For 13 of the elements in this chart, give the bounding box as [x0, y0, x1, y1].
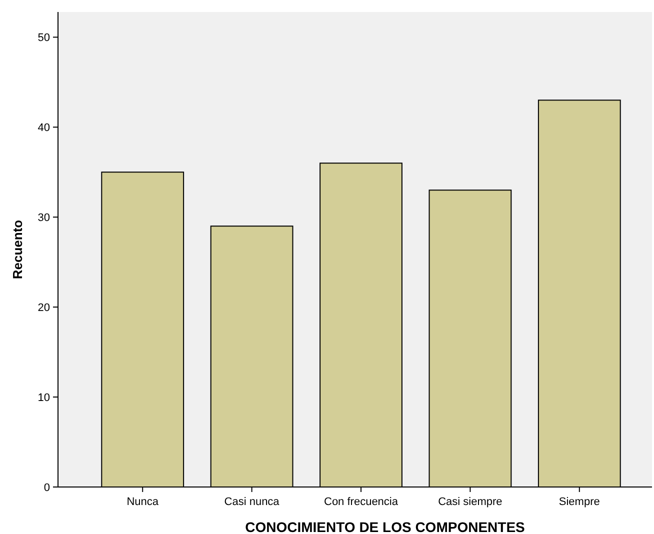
x-tick-label: Con frecuencia [324, 496, 399, 508]
y-tick-label: 50 [38, 32, 50, 44]
y-tick-label: 20 [38, 302, 50, 314]
x-tick-label: Nunca [126, 496, 160, 508]
x-tick-label: Casi nunca [224, 496, 280, 508]
y-tick-label: 40 [38, 122, 50, 134]
y-tick-label: 10 [38, 392, 50, 404]
y-tick-label: 0 [44, 482, 50, 494]
x-axis-title: CONOCIMIENTO DE LOS COMPONENTES [245, 519, 525, 534]
y-axis-title: Recuento [10, 220, 25, 280]
y-tick-label: 30 [38, 212, 50, 224]
x-tick-label: Siempre [558, 496, 600, 508]
x-tick-label: Casi siempre [438, 496, 502, 508]
